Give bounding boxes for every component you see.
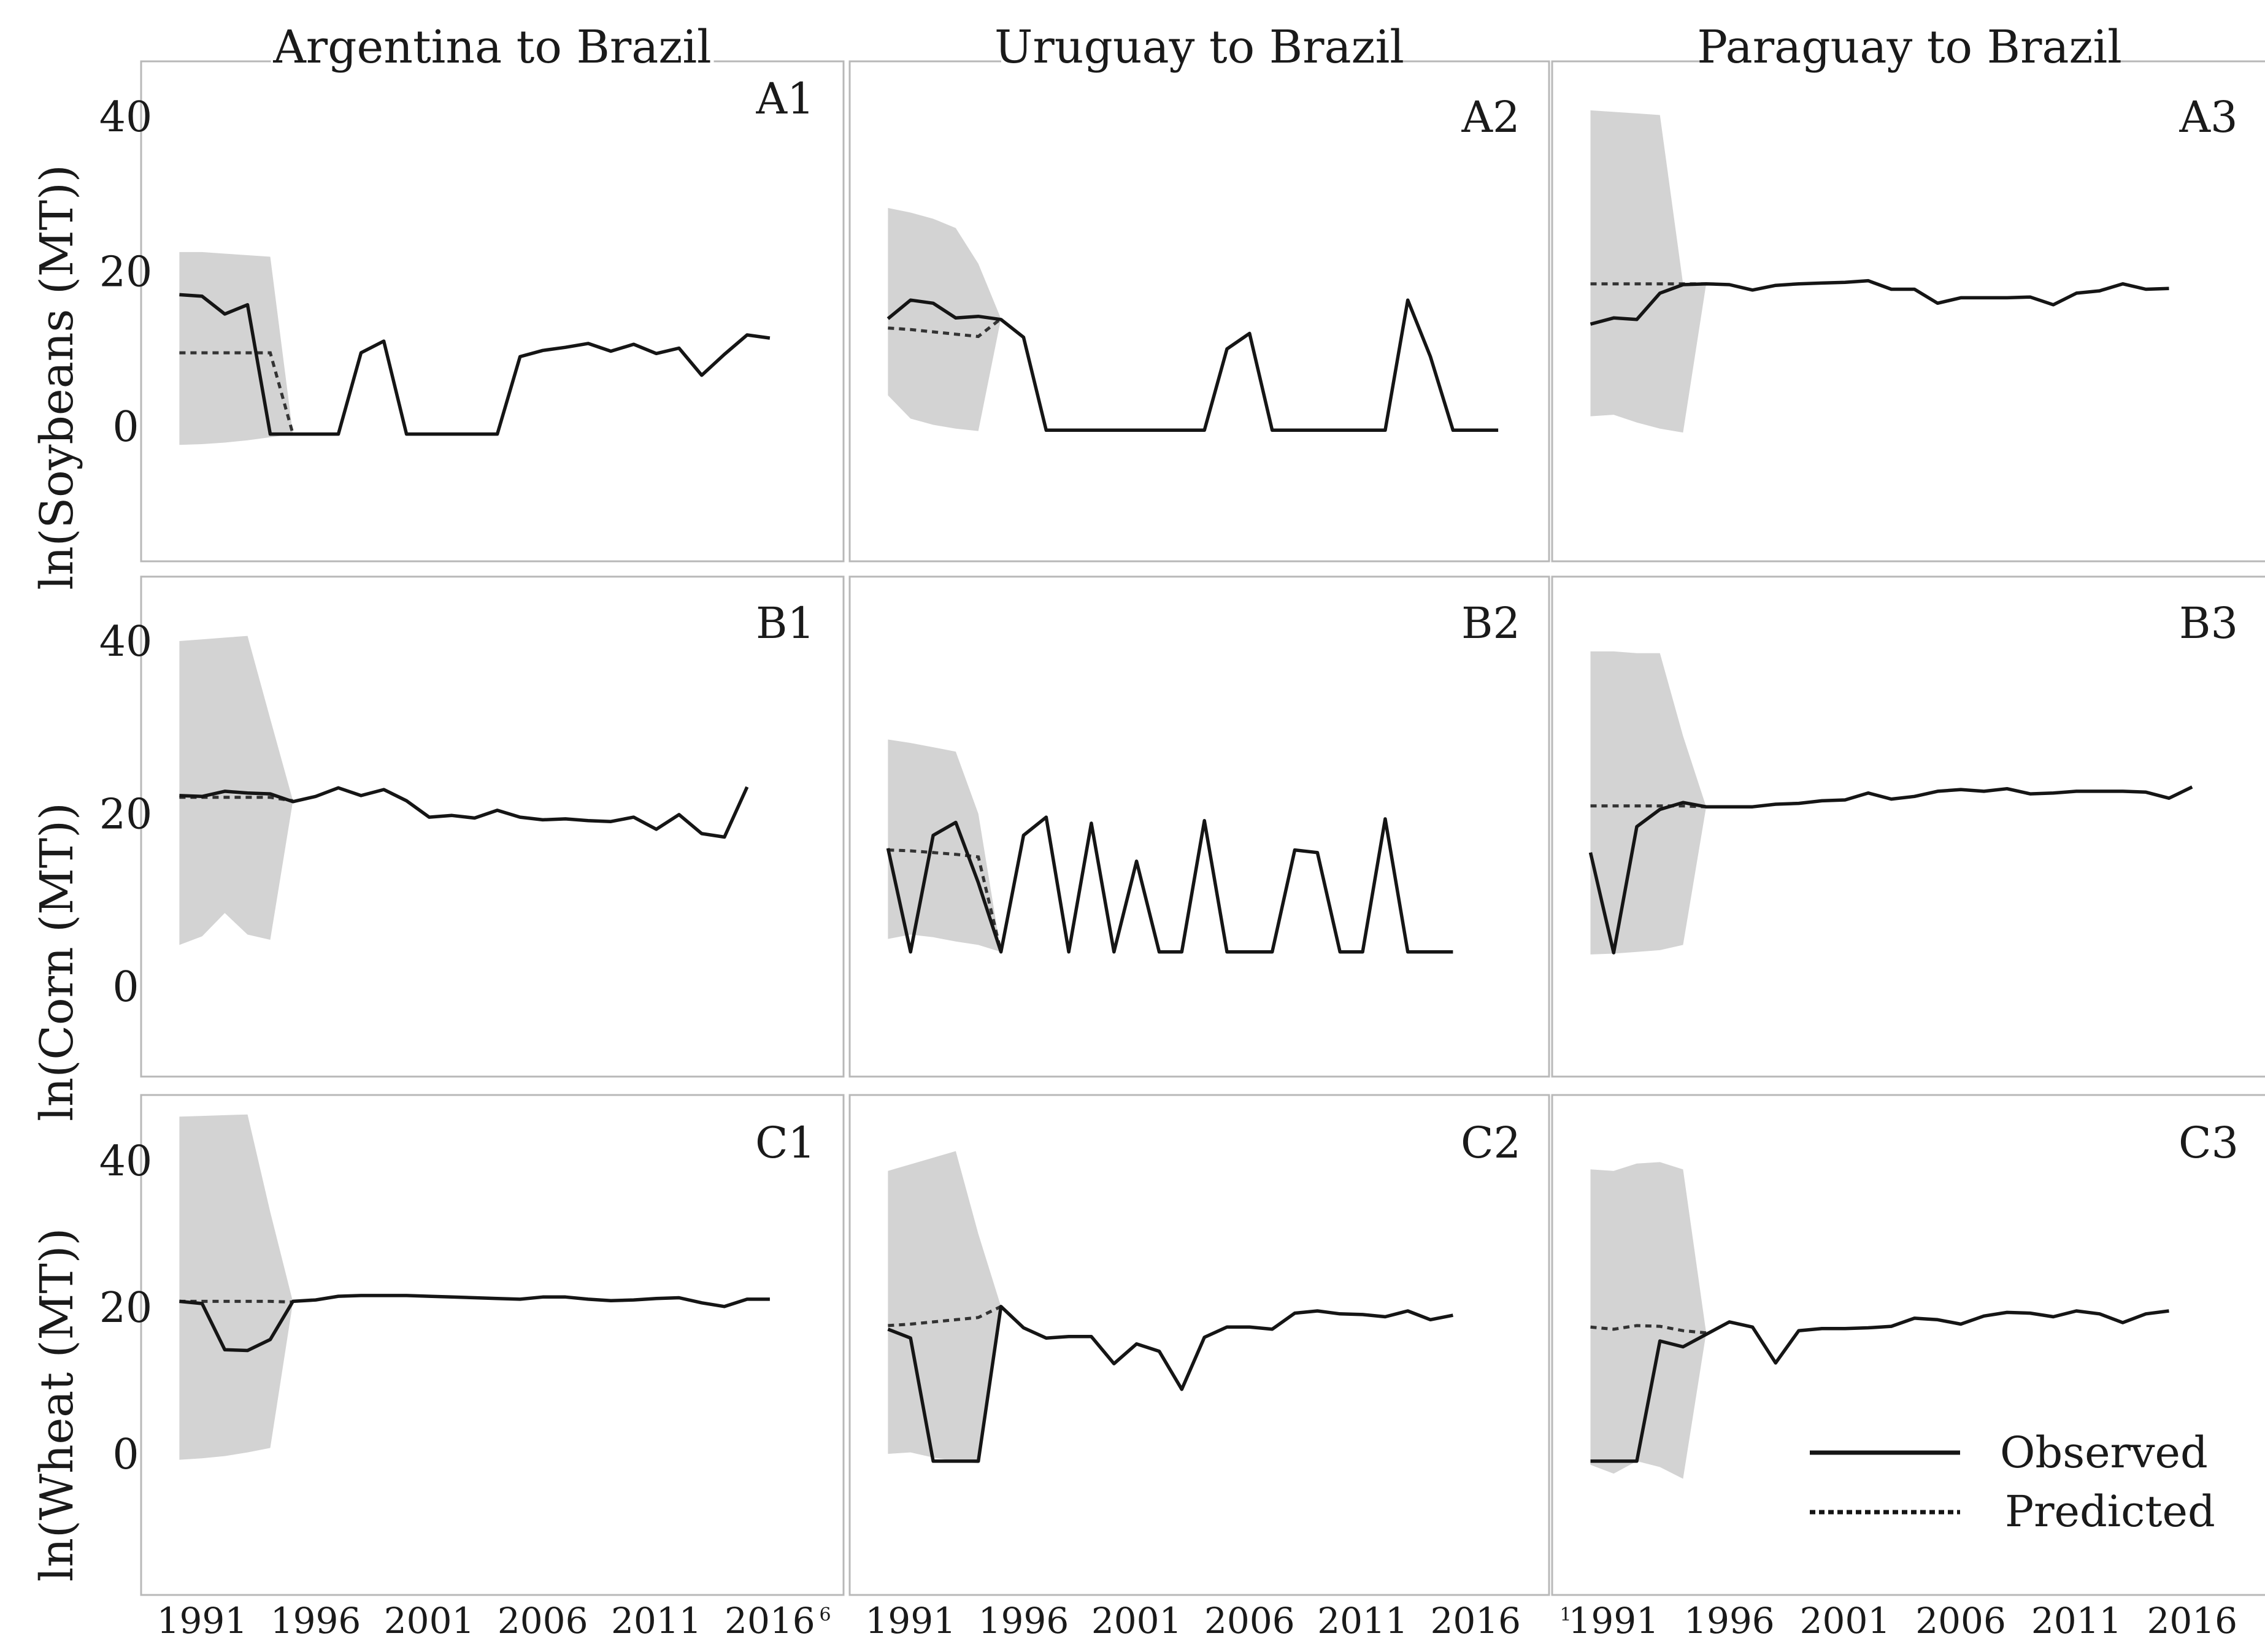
column-title: Paraguay to Brazil xyxy=(1697,21,2122,74)
panel-frame xyxy=(848,575,1550,1078)
y-tick-label: 20 xyxy=(99,248,153,297)
confidence-band xyxy=(888,208,1001,431)
panel-c3: C3 xyxy=(1590,1118,2239,1479)
y-tick-label: 20 xyxy=(99,1284,153,1332)
panel-a3: A3 xyxy=(1590,92,2238,433)
x-tick-label: 1996 xyxy=(979,1600,1069,1642)
panel-label: A2 xyxy=(1461,92,1520,142)
confidence-band xyxy=(1590,110,1707,433)
y-tick-label: 40 xyxy=(99,93,153,142)
panel-label: B3 xyxy=(2179,598,2238,648)
x-tick-label: 2001 xyxy=(1800,1600,1891,1642)
x-tick-label: 2006 xyxy=(498,1600,588,1642)
column-title: Uruguay to Brazil xyxy=(994,21,1404,74)
predicted-line xyxy=(179,796,293,802)
x-tick-label: 2001 xyxy=(1091,1600,1182,1642)
x-tick-label: 2011 xyxy=(2031,1600,2122,1642)
x-tick-label: 2016 xyxy=(2147,1600,2237,1642)
x-tick-label: 2011 xyxy=(611,1600,702,1642)
y-tick-label: 20 xyxy=(99,791,153,839)
panel-b1: B1 xyxy=(179,598,815,945)
x-tick-label: 2006 xyxy=(1204,1600,1295,1642)
edge-mark: 6 xyxy=(819,1604,831,1626)
y-tick-label: 0 xyxy=(112,403,139,451)
legend-predicted-label: Predicted xyxy=(2005,1486,2215,1537)
panel-b2: B2 xyxy=(886,598,1520,954)
panel-frame xyxy=(1551,1094,2265,1596)
panel-b3: B3 xyxy=(1588,598,2238,955)
observed-line xyxy=(886,298,1499,432)
column-title: Argentina to Brazil xyxy=(272,21,711,74)
panel-a2: A2 xyxy=(886,92,1520,432)
y-axis-label: ln(Corn (MT)) xyxy=(31,802,83,1121)
y-axis-label: ln(Soybeans (MT)) xyxy=(31,164,83,590)
legend-observed-label: Observed xyxy=(2000,1427,2208,1478)
y-tick-label: 40 xyxy=(99,618,153,666)
x-tick-label: 2016 xyxy=(1430,1600,1521,1642)
predicted-line xyxy=(179,351,294,435)
column-title-mask xyxy=(1001,25,1398,74)
observed-line xyxy=(1590,1309,2169,1463)
panel-frame xyxy=(140,575,845,1078)
predicted-line xyxy=(1590,804,1707,809)
x-tick-label: 2006 xyxy=(1915,1600,2006,1642)
predicted-line xyxy=(888,317,1002,339)
confidence-band xyxy=(888,739,1001,952)
panel-label: C2 xyxy=(1461,1118,1521,1168)
panel-c1: C1 xyxy=(179,1114,815,1460)
observed-line xyxy=(179,1294,770,1353)
observed-line xyxy=(1588,785,2193,955)
confidence-band xyxy=(179,1114,293,1460)
x-tick-label: 1991 xyxy=(157,1600,248,1642)
y-tick-label: 40 xyxy=(99,1137,153,1186)
panel-label: C1 xyxy=(755,1118,815,1168)
confidence-band xyxy=(1590,1162,1707,1479)
x-tick-label: 1991 xyxy=(1568,1600,1659,1642)
confidence-band xyxy=(1590,651,1707,955)
x-tick-label: 2016 xyxy=(725,1600,815,1642)
observed-line xyxy=(179,293,771,436)
panel-label: A3 xyxy=(2178,92,2237,142)
y-tick-label: 0 xyxy=(112,963,139,1012)
panel-c2: C2 xyxy=(887,1118,1521,1464)
legend: Observed Predicted xyxy=(1810,1427,2215,1537)
panel-frame xyxy=(1551,575,2265,1078)
column-title-mask xyxy=(271,25,714,74)
observed-line xyxy=(886,815,1453,954)
edge-mark: 1 xyxy=(1559,1604,1571,1626)
panel-label: A1 xyxy=(755,74,814,124)
observed-line xyxy=(887,1305,1453,1463)
observed-line xyxy=(179,786,749,839)
predicted-line xyxy=(1590,1324,1707,1335)
observed-line xyxy=(1590,279,2169,326)
y-tick-label: 0 xyxy=(112,1431,139,1479)
x-tick-label: 2011 xyxy=(1317,1600,1408,1642)
panel-label: B2 xyxy=(1461,598,1520,648)
confidence-band xyxy=(179,252,293,445)
column-title-mask xyxy=(1699,25,2120,74)
y-axis-label: ln(Wheat (MT)) xyxy=(31,1228,83,1582)
x-tick-label: 2001 xyxy=(384,1600,475,1642)
panel-a1: A1 xyxy=(179,74,815,445)
panel-frame xyxy=(140,1094,845,1596)
panel-label: B1 xyxy=(756,598,815,648)
panel-frame xyxy=(848,1094,1550,1596)
predicted-line xyxy=(888,1305,1002,1327)
x-tick-label: 1996 xyxy=(271,1600,361,1642)
x-tick-label: 1996 xyxy=(1684,1600,1775,1642)
x-tick-label: 1991 xyxy=(865,1600,956,1642)
confidence-band xyxy=(179,636,293,945)
panel-label: C3 xyxy=(2178,1118,2239,1168)
predicted-line xyxy=(888,848,1003,953)
confidence-band xyxy=(888,1151,1001,1464)
predicted-line xyxy=(179,1299,293,1304)
